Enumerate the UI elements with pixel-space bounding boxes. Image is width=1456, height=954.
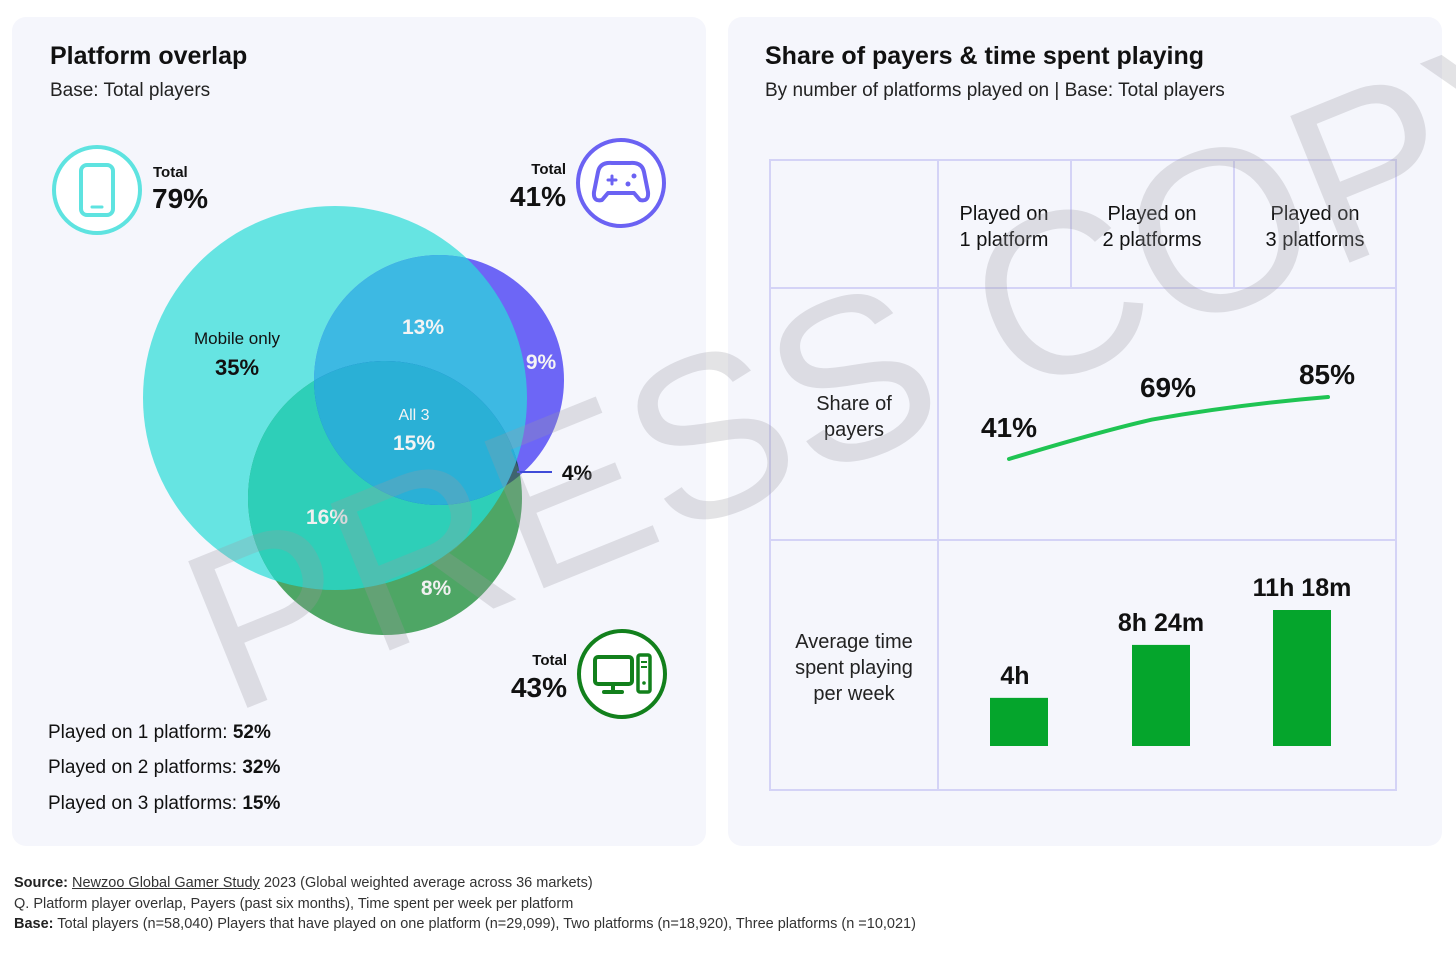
stat-value: 52%	[232, 722, 271, 743]
platform-overlap-title: Platform overlap	[50, 42, 248, 70]
svg-text:Played on: Played on	[960, 203, 1049, 225]
payers-time-subtitle: By number of platforms played on | Base:…	[765, 80, 1225, 101]
platform-overlap-subtitle: Base: Total players	[50, 80, 211, 101]
bar-data-label: 8h 24m	[1118, 609, 1204, 637]
line-data-label: 69%	[1140, 372, 1196, 403]
column-header-2: Played on 2 platforms	[1103, 203, 1202, 251]
region-value-mobile-console: 13%	[402, 316, 444, 339]
stat-value: 32%	[242, 757, 281, 778]
mobile-platform-icon	[52, 145, 142, 235]
svg-text:Played on: Played on	[1271, 203, 1360, 225]
gamepad-icon	[576, 138, 666, 228]
svg-text:2 platforms: 2 platforms	[1103, 229, 1202, 251]
mobile-total-label: Total	[153, 164, 188, 181]
region-value-console-pc: 4%	[562, 462, 593, 485]
stat-label: Played on 2 platforms:	[48, 757, 243, 778]
column-header-3: Played on 3 platforms	[1266, 203, 1365, 251]
source-link[interactable]: Newzoo Global Gamer Study	[72, 875, 260, 891]
svg-text:payers: payers	[824, 419, 884, 441]
footer-base: Base: Total players (n=58,040) Players t…	[14, 916, 916, 932]
stat-label: Played on 3 platforms:	[48, 793, 243, 814]
svg-text:1 platform: 1 platform	[960, 229, 1049, 251]
stat-two-platforms: Played on 2 platforms: 32%	[48, 757, 280, 779]
stat-three-platforms: Played on 3 platforms: 15%	[48, 793, 280, 815]
table-grid-lines	[769, 159, 1397, 791]
region-value-mobile-only: 35%	[215, 355, 259, 380]
base-label: Base:	[14, 916, 54, 932]
venn-diagram: Mobile only 35% 13% 9% All 3 15% 4% 16% …	[52, 138, 667, 719]
payers-time-title: Share of payers & time spent playing	[765, 42, 1205, 70]
region-value-console-only: 9%	[526, 351, 557, 374]
stat-value: 15%	[242, 793, 281, 814]
pc-total-value: 43%	[511, 672, 567, 703]
time-spent-bar-chart: 4h 8h 24m 11h 18m	[990, 574, 1351, 746]
region-label-mobile-only: Mobile only	[194, 329, 280, 348]
svg-text:Share of: Share of	[816, 393, 892, 415]
footer-source: Source: Newzoo Global Gamer Study 2023 (…	[14, 875, 593, 891]
share-of-payers-line	[1007, 395, 1330, 461]
stat-label: Played on 1 platform:	[48, 722, 233, 743]
svg-text:spent playing: spent playing	[795, 657, 913, 679]
row-label-share-of-payers: Share of payers	[816, 393, 892, 441]
source-label: Source:	[14, 875, 73, 891]
time-bar	[1273, 610, 1331, 746]
pc-total-label: Total	[532, 652, 567, 669]
base-detail: Total players (n=58,040) Players that ha…	[53, 916, 916, 932]
svg-text:Played on: Played on	[1108, 203, 1197, 225]
console-total-value: 41%	[510, 181, 566, 212]
region-label-all3: All 3	[398, 407, 429, 424]
time-bar	[990, 697, 1048, 746]
region-value-mobile-pc: 16%	[306, 506, 348, 529]
mobile-total-value: 79%	[152, 183, 208, 214]
footer-question: Q. Platform player overlap, Payers (past…	[14, 896, 574, 912]
desktop-pc-icon	[577, 629, 667, 719]
payers-time-table: Played on 1 platform Played on 2 platfor…	[769, 159, 1397, 791]
line-data-label: 85%	[1299, 359, 1355, 390]
line-data-label: 41%	[981, 412, 1037, 443]
bar-data-label: 11h 18m	[1253, 574, 1352, 602]
region-value-pc-only: 8%	[421, 577, 452, 600]
svg-text:Average time: Average time	[795, 631, 912, 653]
stat-one-platform: Played on 1 platform: 52%	[48, 722, 271, 744]
column-header-1: Played on 1 platform	[960, 203, 1049, 251]
region-value-all3: 15%	[393, 432, 435, 455]
source-detail: 2023 (Global weighted average across 36 …	[259, 875, 593, 891]
time-bar	[1132, 644, 1190, 746]
bar-data-label: 4h	[1000, 662, 1029, 690]
row-label-average-time: Average time spent playing per week	[795, 631, 913, 705]
svg-text:3 platforms: 3 platforms	[1266, 229, 1365, 251]
share-of-payers-line-chart: 41% 69% 85%	[981, 359, 1355, 461]
svg-text:per week: per week	[813, 683, 895, 705]
console-total-label: Total	[531, 161, 566, 178]
